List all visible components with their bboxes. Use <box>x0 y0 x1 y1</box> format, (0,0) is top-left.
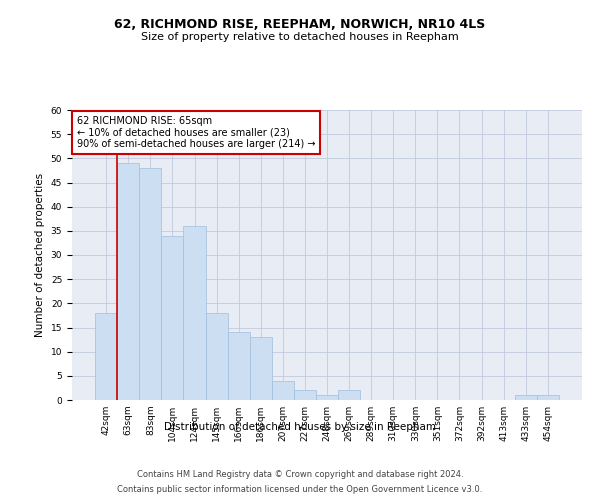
Bar <box>338 390 360 400</box>
Bar <box>316 395 338 400</box>
Text: 62 RICHMOND RISE: 65sqm
← 10% of detached houses are smaller (23)
90% of semi-de: 62 RICHMOND RISE: 65sqm ← 10% of detache… <box>77 116 316 149</box>
Text: Contains HM Land Registry data © Crown copyright and database right 2024.: Contains HM Land Registry data © Crown c… <box>137 470 463 479</box>
Bar <box>250 337 272 400</box>
Bar <box>95 313 117 400</box>
Text: Contains public sector information licensed under the Open Government Licence v3: Contains public sector information licen… <box>118 485 482 494</box>
Bar <box>161 236 184 400</box>
Bar <box>294 390 316 400</box>
Bar <box>139 168 161 400</box>
Text: Distribution of detached houses by size in Reepham: Distribution of detached houses by size … <box>164 422 436 432</box>
Text: 62, RICHMOND RISE, REEPHAM, NORWICH, NR10 4LS: 62, RICHMOND RISE, REEPHAM, NORWICH, NR1… <box>115 18 485 30</box>
Bar <box>227 332 250 400</box>
Bar <box>184 226 206 400</box>
Text: Size of property relative to detached houses in Reepham: Size of property relative to detached ho… <box>141 32 459 42</box>
Bar <box>272 380 294 400</box>
Y-axis label: Number of detached properties: Number of detached properties <box>35 173 45 337</box>
Bar <box>117 163 139 400</box>
Bar <box>206 313 227 400</box>
Bar <box>537 395 559 400</box>
Bar <box>515 395 537 400</box>
